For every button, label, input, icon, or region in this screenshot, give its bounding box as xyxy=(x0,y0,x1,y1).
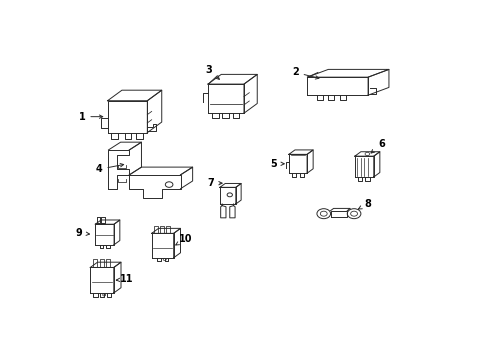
Text: 10: 10 xyxy=(175,234,193,245)
Text: 5: 5 xyxy=(270,159,284,169)
Text: 2: 2 xyxy=(291,67,318,79)
Text: 3: 3 xyxy=(205,64,219,79)
Text: 9: 9 xyxy=(76,228,89,238)
Text: 7: 7 xyxy=(207,178,222,188)
Text: 8: 8 xyxy=(358,199,370,209)
Text: 6: 6 xyxy=(370,139,384,153)
Text: 11: 11 xyxy=(116,274,133,284)
Text: 1: 1 xyxy=(79,112,102,122)
Text: 4: 4 xyxy=(96,163,123,174)
